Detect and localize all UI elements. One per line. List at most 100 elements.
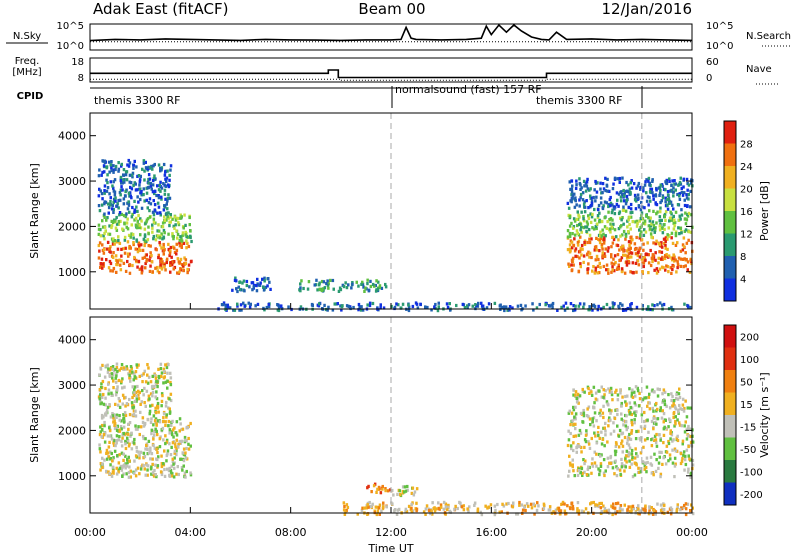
velocity-cell-r4 xyxy=(588,417,592,421)
power-cell-r5 xyxy=(642,264,645,269)
power-cell-r5 xyxy=(612,237,616,242)
velocity-cell-r2 xyxy=(381,484,384,489)
velocity-cell-r1 xyxy=(155,382,158,386)
velocity-cell-r4 xyxy=(575,396,578,400)
power-cell-r5 xyxy=(683,257,686,261)
velocity-cell-r5 xyxy=(563,509,567,513)
power-cell-r2 xyxy=(136,174,139,178)
power-cell-r4 xyxy=(243,289,246,293)
power-cell-r4 xyxy=(262,288,266,292)
velocity-cell-r1 xyxy=(114,402,117,406)
power-ytick-label-1: 2000 xyxy=(58,220,86,233)
velocity-cell-r4 xyxy=(658,450,661,454)
velocity-cell-r2 xyxy=(388,488,392,492)
power-cell-r7 xyxy=(640,200,643,205)
velocity-cell-r1 xyxy=(135,397,139,401)
power-cell-r3 xyxy=(371,282,375,287)
velocity-cell-r1 xyxy=(111,414,114,418)
velocity-cell-r4 xyxy=(656,407,659,411)
power-cell-r2 xyxy=(137,174,141,178)
power-cell-r8 xyxy=(239,303,243,307)
velocity-cell-r4 xyxy=(572,408,576,412)
power-cell-r8 xyxy=(368,301,372,305)
power-cell-r6 xyxy=(684,222,688,226)
power-cell-r2 xyxy=(119,179,123,183)
velocity-cell-r0 xyxy=(162,462,165,466)
power-cell-r1 xyxy=(104,229,107,233)
power-cell-r7 xyxy=(651,191,654,195)
power-cell-r0 xyxy=(148,269,152,273)
power-cell-r2 xyxy=(110,166,113,170)
velocity-cell-r4 xyxy=(627,435,630,439)
velocity-cell-r5 xyxy=(648,506,651,510)
velocity-cell-r4 xyxy=(631,457,634,461)
power-cell-r8 xyxy=(437,301,440,305)
power-cell-r5 xyxy=(618,248,621,252)
power-cell-r1 xyxy=(180,237,183,241)
velocity-cell-r1 xyxy=(104,412,107,416)
velocity-cell-r4 xyxy=(643,419,646,424)
power-cell-r0 xyxy=(175,242,178,246)
power-cell-r6 xyxy=(612,222,615,226)
power-cell-r1 xyxy=(112,237,115,241)
power-cell-r7 xyxy=(585,199,588,203)
power-cell-r2 xyxy=(103,200,106,204)
power-cell-r2 xyxy=(157,194,160,198)
velocity-cell-r0 xyxy=(128,421,132,425)
velocity-cell-r1 xyxy=(148,409,152,413)
velocity-cell-r3 xyxy=(398,489,402,493)
power-cell-r3 xyxy=(321,287,324,291)
power-cell-r5 xyxy=(582,260,585,264)
power-cell-r5 xyxy=(612,262,616,266)
power-cell-r2 xyxy=(120,181,123,185)
power-cell-r7 xyxy=(661,194,665,198)
power-cell-r8 xyxy=(407,308,411,313)
velocity-cell-r4 xyxy=(573,415,576,419)
velocity-cell-r0 xyxy=(182,447,186,451)
power-cell-r6 xyxy=(585,225,589,229)
velocity-cell-r4 xyxy=(582,411,586,415)
power-cell-r3 xyxy=(369,279,372,283)
velocity-cell-r2 xyxy=(370,490,373,494)
power-cell-r4 xyxy=(241,281,244,285)
velocity-cell-r0 xyxy=(185,426,188,430)
power-cell-r7 xyxy=(683,198,686,202)
power-cell-r8 xyxy=(242,301,245,305)
power-cell-r8 xyxy=(445,302,449,306)
velocity-cell-r4 xyxy=(568,469,571,473)
power-cell-r7 xyxy=(629,202,633,207)
velocity-cell-r4 xyxy=(586,467,590,471)
power-cell-r5 xyxy=(580,243,584,248)
power-cell-r1 xyxy=(110,237,114,241)
power-cell-r1 xyxy=(185,239,188,243)
power-cell-r2 xyxy=(139,197,142,202)
power-cell-r5 xyxy=(631,238,634,242)
power-cell-r6 xyxy=(635,224,639,228)
power-cell-r8 xyxy=(502,305,506,309)
velocity-cell-r5 xyxy=(680,506,683,510)
velocity-cell-r1 xyxy=(142,393,145,397)
power-cell-r8 xyxy=(236,302,239,306)
power-cell-r0 xyxy=(159,257,162,261)
velocity-cell-r3 xyxy=(406,484,409,489)
power-cell-r1 xyxy=(161,237,164,241)
power-cell-r7 xyxy=(672,186,675,190)
power-cell-r6 xyxy=(649,227,652,231)
power-cell-r6 xyxy=(591,226,594,230)
power-cell-r2 xyxy=(112,197,116,201)
power-cell-r2 xyxy=(98,209,102,213)
velocity-cell-r0 xyxy=(127,422,130,426)
velocity-cell-r4 xyxy=(634,403,637,407)
velocity-cell-r5 xyxy=(447,503,450,507)
power-cell-r8 xyxy=(535,306,539,310)
power-cell-r0 xyxy=(137,259,141,263)
velocity-cell-r4 xyxy=(574,405,577,409)
velocity-cell-r5 xyxy=(376,505,380,509)
power-cell-r5 xyxy=(670,236,673,240)
velocity-cell-r0 xyxy=(127,455,130,459)
power-cell-r0 xyxy=(108,247,112,251)
velocity-cell-r4 xyxy=(569,431,572,436)
velocity-cell-r5 xyxy=(621,508,624,512)
power-cell-r3 xyxy=(378,284,382,288)
